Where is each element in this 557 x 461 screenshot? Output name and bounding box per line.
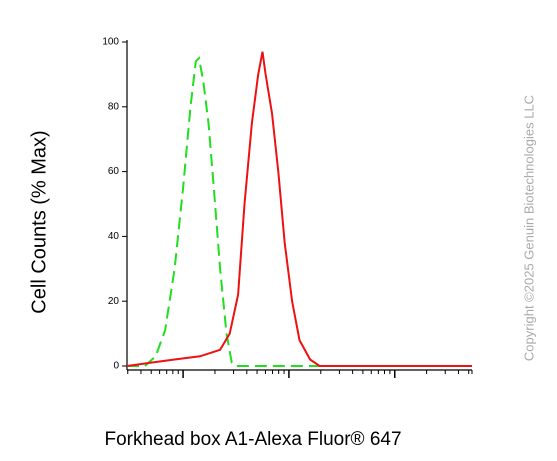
y-tick-label: 40 <box>108 231 120 242</box>
x-axis-label: Forkhead box A1-Alexa Fluor® 647 <box>104 429 401 450</box>
y-tick-label: 0 <box>113 361 119 372</box>
y-tick-label: 80 <box>108 101 120 112</box>
y-tick-label: 100 <box>102 37 119 48</box>
y-axis-label: Cell Counts (% Max) <box>28 130 50 313</box>
histogram-line <box>126 51 472 367</box>
histogram-line <box>127 56 472 367</box>
y-tick-label: 60 <box>108 166 120 177</box>
watermark: Copyright ©2025 Genuin Biotechnologies L… <box>521 95 536 361</box>
y-tick-label: 20 <box>108 296 120 307</box>
